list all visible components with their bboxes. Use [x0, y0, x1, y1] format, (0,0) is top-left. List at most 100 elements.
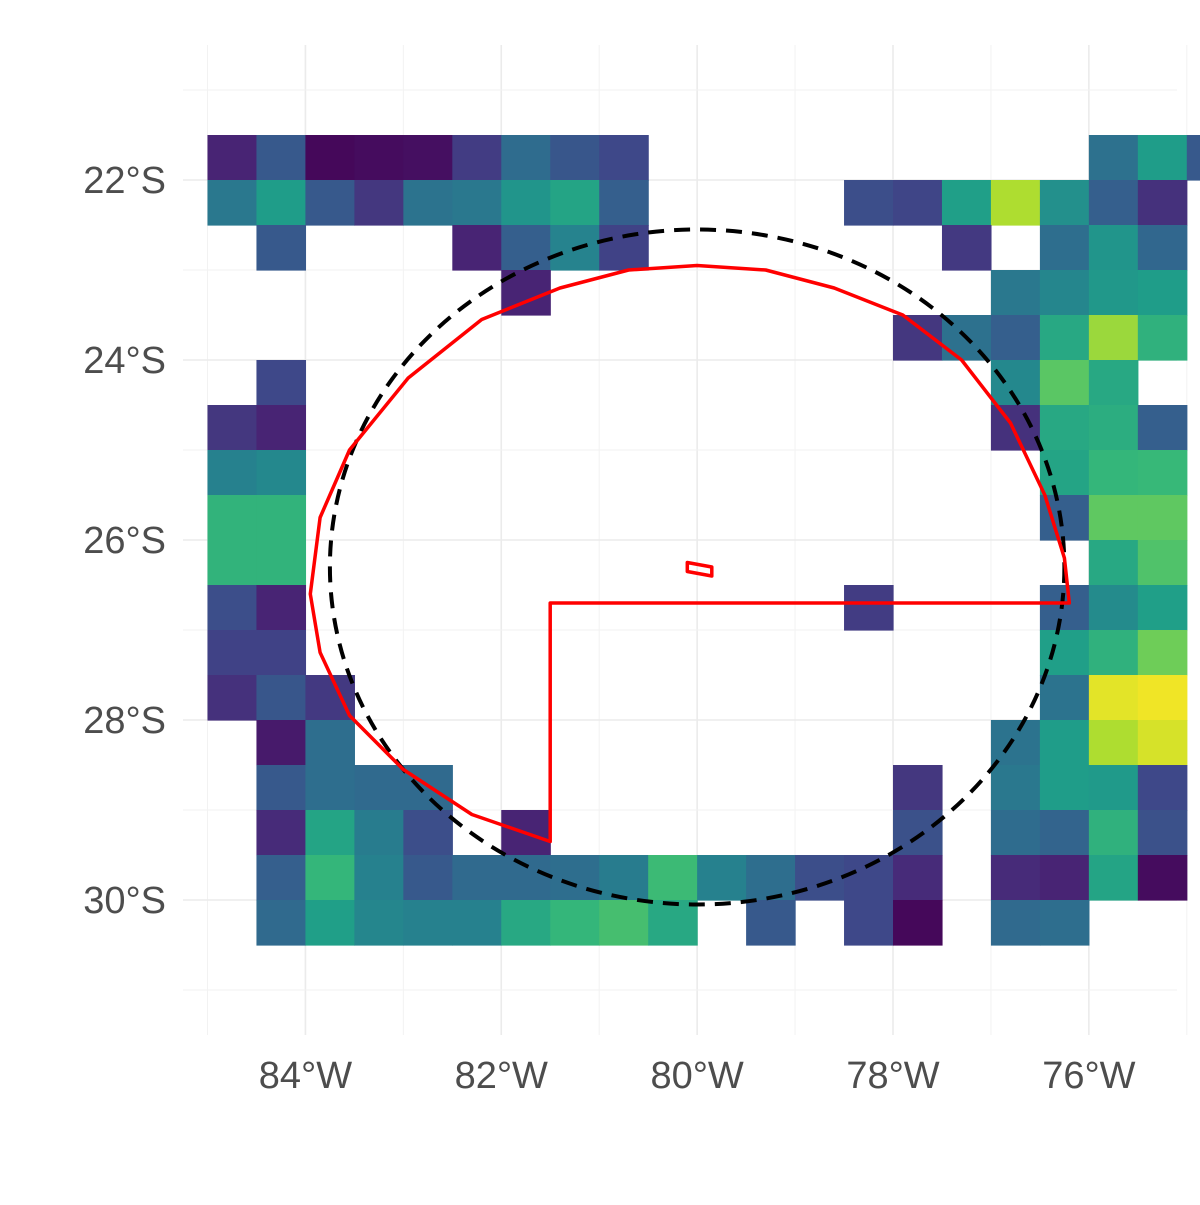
- heatmap-cell: [1039, 720, 1090, 766]
- heatmap-cell: [1137, 495, 1188, 541]
- heatmap-cell: [256, 225, 307, 271]
- heatmap-cell: [1137, 135, 1188, 181]
- y-axis-ticks: 22°S 24°S 26°S 28°S 30°S: [83, 160, 166, 922]
- heatmap-cell: [1137, 630, 1188, 676]
- heatmap-cell: [1088, 270, 1139, 316]
- heatmap-cell: [990, 810, 1041, 856]
- heatmap-cell: [1088, 495, 1139, 541]
- heatmap-cell: [990, 270, 1041, 316]
- heatmap-cell: [550, 855, 600, 901]
- x-tick-label: 80°W: [650, 1055, 743, 1097]
- heatmap-cell: [1039, 270, 1090, 316]
- heatmap-cell: [1039, 765, 1090, 811]
- heatmap-cell: [550, 135, 600, 181]
- overlay-shapes: [308, 227, 1072, 907]
- heatmap-cell: [893, 765, 943, 811]
- heatmap-cell: [501, 855, 551, 901]
- heatmap-cell: [305, 180, 355, 226]
- heatmap-cell: [1137, 180, 1188, 226]
- heatmap-cell: [256, 765, 307, 811]
- heatmap-cell: [207, 495, 258, 541]
- heatmap-cell: [795, 855, 845, 901]
- heatmap-cell: [256, 495, 307, 541]
- heatmap-cell: [1039, 810, 1090, 856]
- heatmap-cell: [1137, 315, 1188, 361]
- y-tick-label: 22°S: [83, 160, 166, 202]
- heatmap-cell: [403, 180, 453, 226]
- heatmap-cell: [354, 900, 404, 946]
- heatmap-cell: [1088, 540, 1139, 586]
- heatmap-cell: [207, 675, 258, 721]
- heatmap-cell: [1088, 855, 1139, 901]
- heatmap-cell: [844, 900, 894, 946]
- x-tick-label: 82°W: [455, 1055, 548, 1097]
- heatmap-cell: [1088, 405, 1139, 451]
- heatmap-cells: [207, 135, 1200, 946]
- heatmap-cell: [1137, 585, 1188, 631]
- heatmap-cell: [1137, 675, 1188, 721]
- heatmap-cell: [697, 855, 747, 901]
- heatmap-cell: [1088, 360, 1139, 406]
- heatmap-cell: [256, 405, 307, 451]
- heatmap-cell: [599, 225, 649, 271]
- heatmap-cell: [1088, 180, 1139, 226]
- heatmap-cell: [1137, 855, 1188, 901]
- heatmap-cell: [256, 630, 307, 676]
- heatmap-cell: [990, 315, 1041, 361]
- y-tick-label: 24°S: [83, 340, 166, 382]
- heatmap-cell: [305, 765, 355, 811]
- heatmap-cell: [403, 135, 453, 181]
- heatmap-cell: [1088, 585, 1139, 631]
- heatmap-cell: [1039, 585, 1090, 631]
- heatmap-cell: [599, 855, 649, 901]
- heatmap-cell: [1088, 315, 1139, 361]
- heatmap-cell: [501, 225, 551, 271]
- heatmap-cell: [256, 675, 307, 721]
- heatmap-cell: [893, 900, 943, 946]
- heatmap-cell: [844, 585, 894, 631]
- heatmap-cell: [550, 900, 600, 946]
- heatmap-cell: [452, 900, 502, 946]
- heatmap-cell: [990, 765, 1041, 811]
- heatmap-cell: [256, 180, 307, 226]
- heatmap-cell: [1088, 450, 1139, 496]
- red-polygon-outline: [308, 263, 1072, 844]
- heatmap-cell: [1039, 405, 1090, 451]
- heatmap-cell: [501, 180, 551, 226]
- heatmap-cell: [207, 180, 258, 226]
- heatmap-cell: [305, 135, 355, 181]
- heatmap-cell: [990, 720, 1041, 766]
- heatmap-cell: [599, 900, 649, 946]
- heatmap-cell: [354, 180, 404, 226]
- heatmap-cell: [1039, 675, 1090, 721]
- heatmap-cell: [893, 180, 943, 226]
- heatmap-cell: [1039, 630, 1090, 676]
- heatmap-cell: [207, 405, 258, 451]
- heatmap-cell: [354, 855, 404, 901]
- heatmap-cell: [1137, 765, 1188, 811]
- heatmap-cell: [207, 540, 258, 586]
- heatmap-cell: [403, 900, 453, 946]
- heatmap-cell: [1039, 900, 1090, 946]
- heatmap-cell: [305, 900, 355, 946]
- heatmap-cell: [844, 180, 894, 226]
- heatmap-cell: [1137, 405, 1188, 451]
- heatmap-cell: [452, 135, 502, 181]
- heatmap-cell: [599, 180, 649, 226]
- heatmap-cell: [354, 810, 404, 856]
- heatmap-cell: [1137, 450, 1188, 496]
- x-tick-label: 84°W: [259, 1055, 352, 1097]
- heatmap-cell: [990, 855, 1041, 901]
- heatmap-cell: [1088, 675, 1139, 721]
- heatmap-cell: [1088, 720, 1139, 766]
- heatmap-cell: [990, 405, 1041, 451]
- heatmap-cell: [1088, 765, 1139, 811]
- heatmap-cell: [305, 855, 355, 901]
- y-tick-label: 28°S: [83, 700, 166, 742]
- heatmap-cell: [305, 810, 355, 856]
- heatmap-cell: [648, 855, 698, 901]
- heatmap-cell: [403, 855, 453, 901]
- x-tick-label: 76°W: [1042, 1055, 1135, 1097]
- heatmap-cell: [746, 855, 796, 901]
